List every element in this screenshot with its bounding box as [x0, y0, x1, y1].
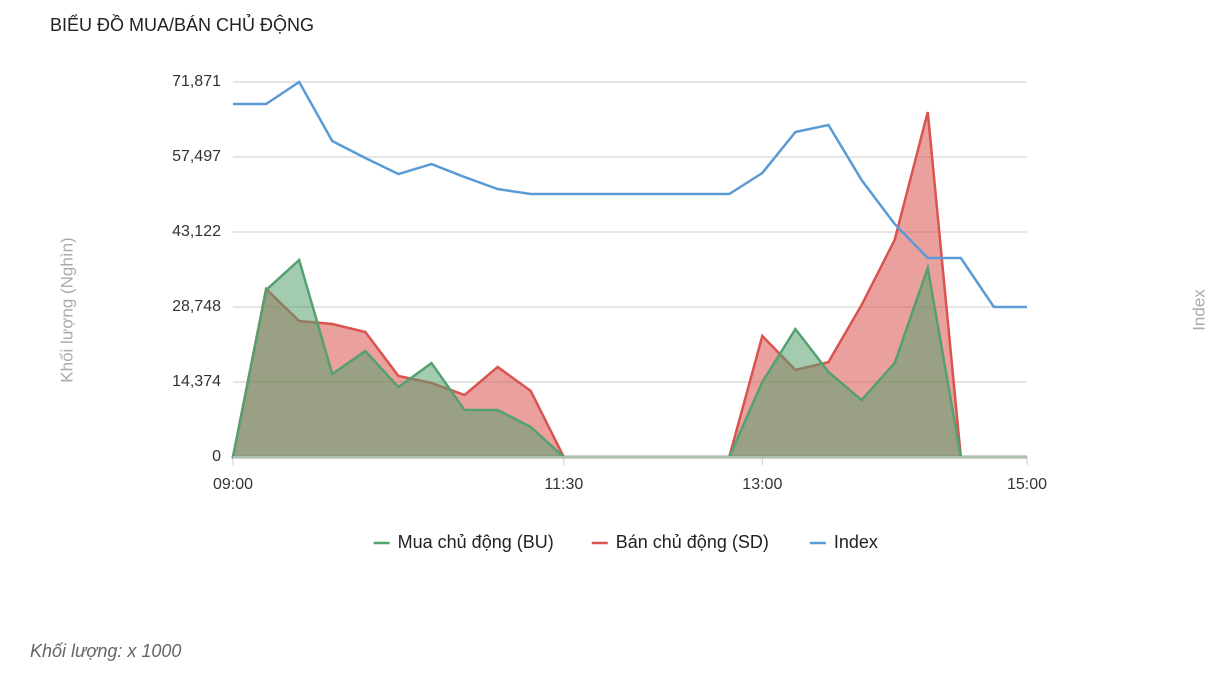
x-tick-label: 09:00 — [213, 476, 253, 493]
y-tick-label: 43,122 — [172, 223, 221, 240]
legend-label: Mua chủ động (BU) — [398, 532, 554, 552]
legend-label: Bán chủ động (SD) — [616, 532, 769, 552]
x-tick-label: 13:00 — [742, 476, 782, 493]
y-tick-label: 57,497 — [172, 148, 221, 165]
x-tick-label: 11:30 — [544, 476, 583, 493]
y-tick-label: 14,374 — [172, 373, 221, 390]
y-tick-label: 28,748 — [172, 298, 221, 315]
y-tick-label: 71,871 — [172, 73, 221, 90]
chart-title: BIỂU ĐỒ MUA/BÁN CHỦ ĐỘNG — [50, 14, 314, 35]
y2-axis-label: Index — [1189, 289, 1208, 331]
legend-label: Index — [834, 532, 878, 552]
note: Khối lượng: x 1000 — [30, 641, 181, 661]
y-axis-label: Khối lượng (Nghìn) — [57, 237, 76, 382]
index-line — [233, 80, 1027, 309]
x-tick-label: 15:00 — [1007, 476, 1047, 493]
y-tick-label: 0 — [212, 448, 221, 465]
